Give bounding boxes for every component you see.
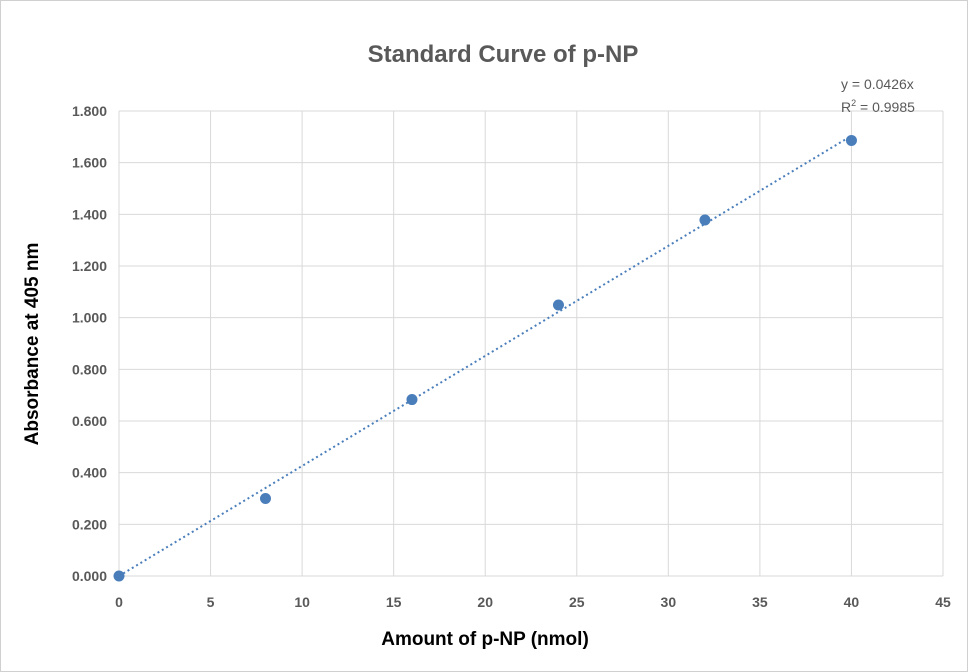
x-axis-title: Amount of p-NP (nmol) xyxy=(381,629,589,650)
y-tick-label: 0.600 xyxy=(72,413,107,429)
x-tick-label: 45 xyxy=(935,594,951,610)
y-tick-label: 1.800 xyxy=(72,103,107,119)
data-points xyxy=(113,134,857,582)
y-tick-labels: 0.000 0.200 0.400 0.600 0.800 1.000 1.200 1.400… xyxy=(72,103,107,584)
data-point xyxy=(259,493,271,504)
grid xyxy=(118,110,944,577)
y-tick-label: 0.000 xyxy=(72,568,107,584)
y-tick-label: 1.600 xyxy=(72,155,107,171)
x-tick-label: 0 xyxy=(115,594,123,610)
y-axis-title: Absorbance at 405 nm xyxy=(22,243,43,446)
y-tick-label: 0.800 xyxy=(72,361,107,377)
chart-title: Standard Curve of p-NP xyxy=(368,41,639,68)
x-tick-label: 25 xyxy=(569,594,585,610)
x-tick-label: 5 xyxy=(207,594,215,610)
data-point xyxy=(699,214,711,226)
y-tick-label: 0.200 xyxy=(72,516,107,532)
x-tick-label: 40 xyxy=(844,594,860,610)
trendline-equation: y = 0.0426x xyxy=(841,76,914,92)
data-point xyxy=(406,394,418,406)
x-tick-label: 20 xyxy=(477,594,493,610)
r-squared-value: = 0.9985 xyxy=(856,99,915,115)
x-tick-label: 30 xyxy=(661,594,677,610)
y-tick-label: 1.400 xyxy=(72,206,107,222)
x-tick-label: 10 xyxy=(294,594,310,610)
x-tick-label: 35 xyxy=(752,594,768,610)
data-point xyxy=(552,299,564,311)
r-squared-prefix: R xyxy=(841,99,851,115)
r-squared-superscript: 2 xyxy=(851,98,856,108)
data-point xyxy=(113,570,125,582)
r-squared-label: R2 = 0.9985 xyxy=(841,98,915,115)
x-tick-labels: 0 5 10 15 20 25 30 35 40 45 xyxy=(115,594,951,610)
y-tick-label: 0.400 xyxy=(72,465,107,481)
data-point xyxy=(845,134,857,146)
y-tick-label: 1.000 xyxy=(72,310,107,326)
y-tick-label: 1.200 xyxy=(72,258,107,274)
x-tick-label: 15 xyxy=(386,594,402,610)
